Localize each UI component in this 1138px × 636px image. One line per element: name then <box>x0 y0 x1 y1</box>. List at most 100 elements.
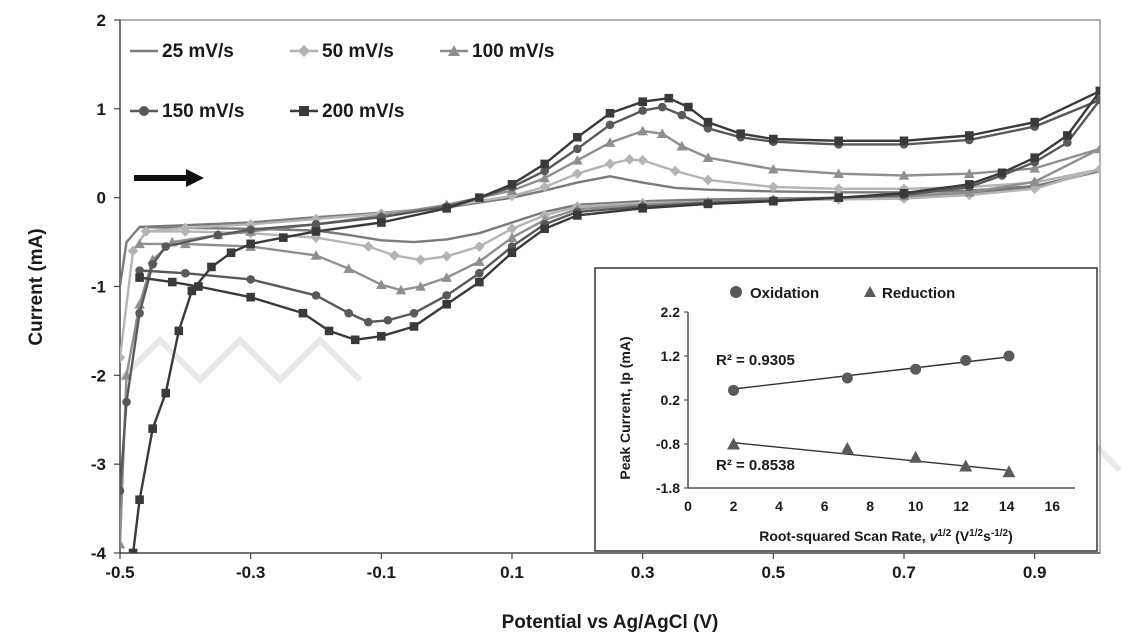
data-point <box>605 120 615 130</box>
x-tick-label: -0.1 <box>367 563 396 582</box>
data-point <box>736 129 745 139</box>
x-tick-label: 0.7 <box>892 563 916 582</box>
data-point <box>475 193 484 202</box>
data-point <box>187 286 197 296</box>
legend-label: 100 mV/s <box>472 41 554 62</box>
inset-x-tick-label: 16 <box>1044 498 1060 514</box>
data-point <box>604 137 616 147</box>
series-line-cathodic <box>146 168 1100 262</box>
data-point <box>703 117 713 127</box>
inset-legend-marker <box>730 286 742 298</box>
data-point <box>415 281 426 291</box>
data-point <box>161 388 171 398</box>
inset-panel <box>594 267 1098 552</box>
data-point <box>638 97 647 107</box>
data-point <box>363 317 373 327</box>
y-tick-label: -4 <box>91 544 107 563</box>
data-point <box>324 326 334 336</box>
data-point <box>769 196 778 206</box>
data-point <box>539 172 550 183</box>
y-tick-label: -1 <box>91 278 106 297</box>
data-point <box>768 181 779 193</box>
legend-item: 100 mV/s <box>440 41 554 62</box>
data-point <box>310 250 322 260</box>
inset-x-tick-label: 14 <box>999 498 1015 514</box>
data-point <box>475 277 484 287</box>
series-line-cathodic <box>139 90 1100 341</box>
inset-data-point <box>909 450 923 463</box>
data-point <box>1030 117 1039 127</box>
data-point <box>135 273 144 282</box>
data-point <box>246 292 255 302</box>
data-point <box>964 168 975 178</box>
inset-y-tick-label: 2.2 <box>661 304 681 320</box>
data-point <box>135 495 144 504</box>
data-point <box>213 230 223 240</box>
data-point <box>573 144 582 154</box>
x-tick-label: 0.5 <box>762 563 786 582</box>
x-tick-label: -0.3 <box>236 563 265 582</box>
data-point <box>1095 86 1100 96</box>
inset-data-point <box>840 441 854 454</box>
data-point <box>376 279 387 290</box>
data-point <box>833 168 844 178</box>
data-point <box>833 183 844 195</box>
data-point <box>362 241 374 252</box>
x-tick-label: -0.5 <box>105 563 134 582</box>
data-point <box>834 136 843 146</box>
data-point <box>441 250 452 262</box>
data-point <box>127 245 139 257</box>
legend-label: 25 mV/s <box>162 41 234 62</box>
inset-r2-label: R² = 0.9305 <box>716 352 795 369</box>
data-point <box>194 282 203 291</box>
y-axis-title: Current (mA) <box>26 228 47 345</box>
data-point <box>702 152 714 162</box>
data-point <box>226 248 236 258</box>
data-point <box>677 110 687 120</box>
data-point <box>343 263 354 274</box>
series-150-mv-s <box>120 95 1100 496</box>
data-point <box>134 238 145 249</box>
data-point <box>965 131 974 140</box>
data-point <box>120 352 126 363</box>
legend-swatch-marker <box>448 45 460 56</box>
series-line-anodic <box>120 98 1100 491</box>
data-point <box>1030 153 1039 162</box>
data-point <box>383 315 393 325</box>
x-tick-label: 0.1 <box>500 563 524 582</box>
data-point <box>637 155 648 166</box>
legend-label: 50 mV/s <box>322 41 394 62</box>
inset-x-tick-label: 4 <box>775 498 783 514</box>
data-point <box>246 239 255 249</box>
data-point <box>148 424 157 433</box>
inset-data-point <box>727 437 741 450</box>
data-point <box>964 187 975 197</box>
data-point <box>506 223 518 235</box>
data-point <box>245 219 256 230</box>
inset-data-point <box>1002 465 1016 478</box>
watermark-stroke <box>117 335 363 385</box>
inset-x-axis-title: Root-squared Scan Rate, v1/2 (V1/2s-1/2) <box>759 528 1013 545</box>
series-line-anodic <box>120 169 1100 287</box>
inset-data-point <box>1003 350 1015 362</box>
inset-x-tick-label: 6 <box>821 498 829 514</box>
data-point <box>474 256 485 266</box>
data-point <box>507 248 517 258</box>
data-point <box>474 241 485 252</box>
legend-label: 150 mV/s <box>162 101 244 122</box>
data-point <box>997 168 1007 178</box>
inset-data-point <box>959 459 973 472</box>
data-point <box>207 262 216 272</box>
data-point <box>572 168 583 179</box>
data-point <box>279 233 288 242</box>
legend-label: 200 mV/s <box>322 101 404 122</box>
data-point <box>898 183 910 195</box>
data-point <box>442 291 451 300</box>
data-point <box>120 538 126 549</box>
data-point <box>637 125 648 136</box>
data-point <box>703 199 713 209</box>
legend-item: 25 mV/s <box>130 41 234 62</box>
inset-y-axis-title: Peak Current, Ip (mA) <box>617 336 633 479</box>
data-point <box>128 548 138 553</box>
data-point <box>246 275 255 284</box>
